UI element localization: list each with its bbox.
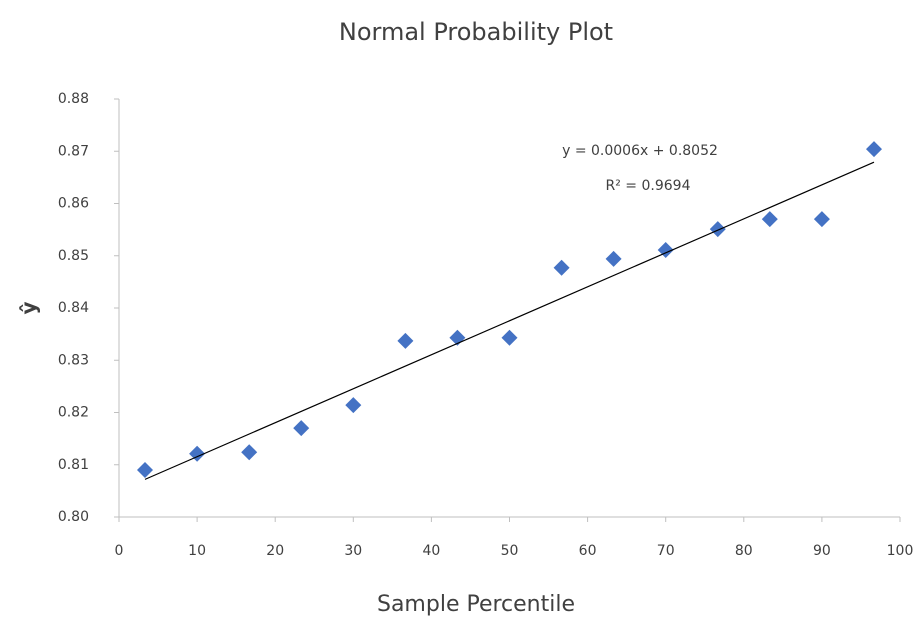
- y-tick-label: 0.87: [58, 143, 89, 159]
- data-point: [345, 397, 361, 413]
- data-point: [241, 444, 257, 460]
- y-tick-label: 0.81: [58, 457, 89, 473]
- data-point: [814, 211, 830, 227]
- x-tick-label: 100: [887, 543, 914, 559]
- trendline-r-squared: R² = 0.9694: [606, 178, 691, 194]
- data-point: [137, 462, 153, 478]
- chart-title: Normal Probability Plot: [339, 18, 613, 46]
- y-tick-label: 0.88: [58, 91, 89, 107]
- x-tick-label: 70: [657, 543, 675, 559]
- data-point: [606, 251, 622, 267]
- x-axis-label: Sample Percentile: [377, 592, 575, 617]
- trendline: [145, 162, 874, 479]
- data-point: [762, 211, 778, 227]
- data-point: [293, 420, 309, 436]
- x-tick-label: 0: [115, 543, 124, 559]
- y-tick-label: 0.80: [58, 509, 89, 525]
- chart: Normal Probability Plot Sample Percentil…: [0, 0, 917, 620]
- y-tick-label: 0.84: [58, 300, 89, 316]
- y-tick-label: 0.85: [58, 248, 89, 264]
- x-tick-label: 30: [344, 543, 362, 559]
- data-point: [397, 333, 413, 349]
- x-tick-label: 60: [579, 543, 597, 559]
- data-point: [554, 260, 570, 276]
- x-tick-label: 10: [188, 543, 206, 559]
- y-axis-label: ŷ: [17, 301, 41, 314]
- data-point: [710, 221, 726, 237]
- trendline-equation: y = 0.0006x + 0.8052: [562, 143, 718, 159]
- x-tick-label: 50: [501, 543, 519, 559]
- x-tick-label: 20: [266, 543, 284, 559]
- x-tick-label: 40: [422, 543, 440, 559]
- x-tick-label: 80: [735, 543, 753, 559]
- data-point: [502, 330, 518, 346]
- y-tick-label: 0.82: [58, 405, 89, 421]
- y-tick-label: 0.83: [58, 352, 89, 368]
- y-tick-label: 0.86: [58, 196, 89, 212]
- x-tick-label: 90: [813, 543, 831, 559]
- data-point: [866, 141, 882, 157]
